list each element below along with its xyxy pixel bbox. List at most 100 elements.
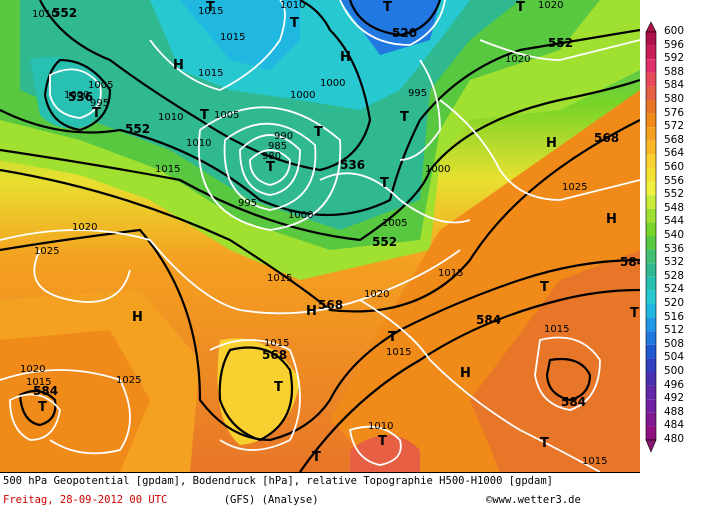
geopotential-label: 552 bbox=[125, 122, 151, 136]
low-marker: T bbox=[516, 0, 525, 15]
pressure-label: 1015 bbox=[264, 338, 290, 349]
pressure-label: 1015 bbox=[438, 268, 464, 279]
pressure-label: 1020 bbox=[505, 54, 531, 65]
high-marker: H bbox=[340, 50, 351, 65]
geopotential-label: 584 bbox=[476, 313, 502, 327]
low-marker: T bbox=[38, 400, 47, 415]
weather-map: 552 536 552 520 552 536 552 568 568 584 … bbox=[0, 0, 640, 472]
scale-value-label: 564 bbox=[664, 147, 685, 160]
field-576-west bbox=[0, 330, 150, 472]
geopotential-label: 552 bbox=[548, 36, 574, 50]
scale-swatch bbox=[646, 32, 656, 46]
geopotential-label: 584 bbox=[620, 255, 640, 269]
pressure-label: 1010 bbox=[368, 421, 394, 432]
geopotential-label: 568 bbox=[318, 298, 344, 312]
scale-value-label: 580 bbox=[664, 93, 685, 105]
low-marker: T bbox=[290, 16, 299, 31]
scale-swatch bbox=[646, 412, 656, 427]
pressure-label: 1015 bbox=[386, 347, 412, 358]
high-marker: H bbox=[132, 310, 143, 325]
pressure-isobars bbox=[0, 0, 640, 472]
pressure-label: 1015 bbox=[155, 164, 181, 175]
field-564-pocket bbox=[217, 338, 300, 445]
scale-value-label: 540 bbox=[664, 229, 685, 241]
scale-value-label: 572 bbox=[664, 120, 685, 133]
pressure-label: 1015 bbox=[198, 68, 224, 79]
scale-swatch bbox=[646, 154, 656, 168]
scale-arrow-top bbox=[645, 21, 657, 33]
geopotential-label: 536 bbox=[68, 90, 94, 104]
pressure-label: 1015 bbox=[26, 377, 52, 388]
geopotential-label: 520 bbox=[392, 26, 418, 40]
pressure-label: 1000 bbox=[64, 90, 90, 101]
scale-value-label: 592 bbox=[664, 52, 685, 65]
caption-run: (GFS) (Analyse) bbox=[223, 494, 319, 506]
high-marker: H bbox=[173, 58, 184, 73]
scale-value-label: 492 bbox=[664, 392, 685, 405]
scale-value-label: 544 bbox=[664, 215, 685, 228]
pressure-label: 1000 bbox=[290, 90, 316, 101]
scale-value-label: 596 bbox=[664, 38, 685, 51]
geopotential-label: 568 bbox=[594, 131, 620, 145]
geopotential-label: 552 bbox=[52, 6, 78, 20]
scale-value-label: 588 bbox=[664, 65, 685, 78]
scale-swatch bbox=[646, 181, 656, 196]
geopotential-contours bbox=[0, 0, 640, 472]
pressure-label: 985 bbox=[268, 141, 288, 152]
scale-swatch bbox=[646, 113, 656, 128]
scale-swatch bbox=[646, 372, 656, 386]
pressure-label: 1015 bbox=[198, 6, 224, 17]
scale-swatch bbox=[646, 127, 656, 141]
scale-value-label: 516 bbox=[664, 310, 685, 323]
field-low-west bbox=[30, 56, 102, 129]
scale-arrow-bottom bbox=[645, 439, 657, 453]
scale-swatch bbox=[646, 140, 656, 155]
pressure-label: 995 bbox=[90, 98, 110, 109]
scale-value-label: 524 bbox=[664, 283, 685, 296]
scale-swatch bbox=[646, 399, 656, 413]
scale-swatch bbox=[646, 168, 656, 182]
scale-swatch bbox=[646, 426, 656, 440]
scale-value-label: 600 bbox=[664, 25, 685, 37]
pressure-label: 1005 bbox=[88, 80, 114, 91]
geopotential-label: 536 bbox=[340, 158, 366, 172]
low-marker: T bbox=[383, 0, 392, 15]
scale-value-label: 520 bbox=[664, 297, 685, 309]
scale-value-label: 576 bbox=[664, 106, 685, 119]
map-canvas bbox=[0, 0, 640, 472]
geopotential-label: 584 bbox=[33, 384, 59, 398]
scale-swatch bbox=[646, 86, 656, 100]
scale-swatch bbox=[646, 317, 656, 332]
scale-swatch bbox=[646, 358, 656, 372]
map-caption: 500 hPa Geopotential [gpdam], Bodendruck… bbox=[0, 472, 640, 514]
scale-value-label: 556 bbox=[664, 174, 685, 187]
geopotential-label: 568 bbox=[262, 348, 288, 362]
scale-value-label: 504 bbox=[664, 351, 685, 364]
scale-swatch bbox=[646, 45, 656, 60]
color-scale-bar bbox=[645, 21, 657, 453]
scale-swatch bbox=[646, 208, 656, 223]
pressure-label: 1010 bbox=[158, 112, 184, 123]
low-marker: T bbox=[314, 125, 323, 140]
scale-value-label: 500 bbox=[664, 365, 685, 377]
high-marker: H bbox=[306, 304, 317, 319]
low-marker: T bbox=[206, 0, 215, 15]
scale-value-label: 552 bbox=[664, 188, 685, 201]
scale-value-label: 532 bbox=[664, 256, 685, 269]
pressure-label: 1015 bbox=[267, 273, 293, 284]
low-marker: T bbox=[630, 306, 639, 321]
scale-swatch bbox=[646, 290, 656, 304]
scale-swatch bbox=[646, 276, 656, 291]
pressure-label: 1015 bbox=[544, 324, 570, 335]
pressure-label: 1005 bbox=[382, 218, 408, 229]
pressure-label: 1015 bbox=[582, 456, 608, 467]
pressure-label: 1010 bbox=[280, 0, 306, 11]
scale-value-label: 568 bbox=[664, 133, 685, 146]
field-584-pocket bbox=[350, 435, 420, 472]
scale-value-label: 508 bbox=[664, 337, 685, 350]
low-marker: T bbox=[400, 110, 409, 125]
pressure-label: 1000 bbox=[425, 164, 451, 175]
pressure-label: 1000 bbox=[288, 210, 314, 221]
caption-title: 500 hPa Geopotential [gpdam], Bodendruck… bbox=[3, 475, 553, 487]
pressure-label: 1010 bbox=[32, 9, 58, 20]
